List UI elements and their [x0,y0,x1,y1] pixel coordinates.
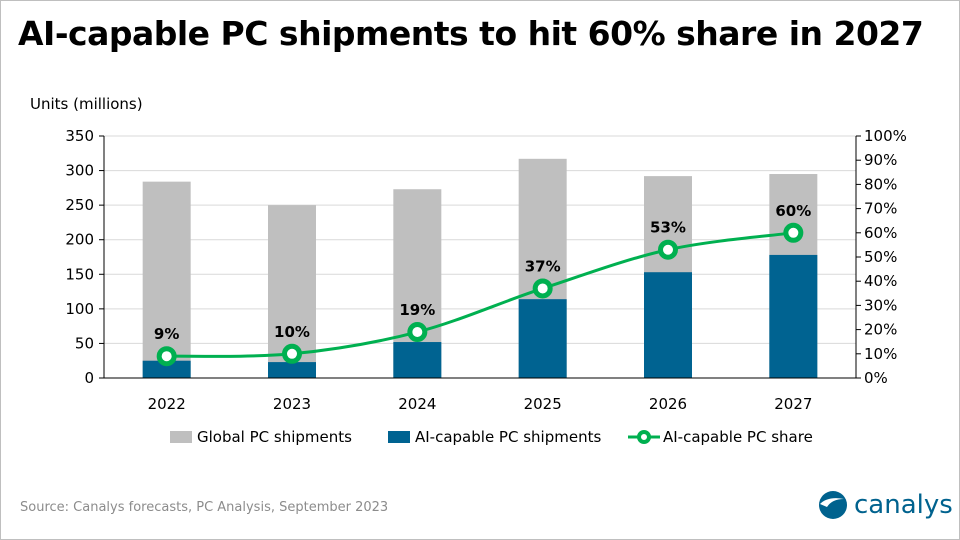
y2-tick-label: 10% [864,345,897,363]
canalys-logo: canalys [818,490,953,520]
legend-label: AI-capable PC shipments [415,428,601,446]
bar-ai-2023 [268,362,316,378]
data-label: 53% [650,219,686,237]
data-label: 9% [154,325,179,343]
bar-ai-2027 [769,254,818,378]
chart-title: AI-capable PC shipments to hit 60% share… [18,14,924,53]
data-label: 60% [775,202,811,220]
y-tick-label: 350 [65,127,94,145]
y2-tick-label: 60% [864,224,897,242]
share-line [166,231,794,358]
x-tick-label: 2026 [649,395,687,413]
share-point [658,239,678,260]
bar-ai-2026 [644,272,692,378]
y2-tick-label: 0% [864,369,888,387]
y2-tick-label: 30% [864,296,897,314]
y-tick-label: 50 [75,334,94,352]
y-tick-label: 300 [65,162,94,180]
y2-tick-label: 80% [864,175,897,193]
x-tick-label: 2024 [398,395,436,413]
data-label: 37% [525,257,561,275]
y2-tick-label: 100% [864,127,907,145]
y-tick-label: 150 [65,265,94,283]
x-tick-label: 2027 [774,395,812,413]
bar-ai-2022 [142,360,191,378]
canalys-logo-icon [819,491,847,519]
bar-global-2022 [142,181,191,378]
y-tick-label: 100 [65,300,94,318]
y2-tick-label: 70% [864,200,897,218]
y-axis-label: Units (millions) [30,95,143,113]
legend-swatch-ai [388,431,410,443]
legend-label: Global PC shipments [197,428,352,446]
data-label: 10% [274,323,310,341]
y-tick-label: 0 [84,369,94,387]
bar-ai-2024 [393,342,442,378]
y2-tick-label: 90% [864,151,897,169]
source-note: Source: Canalys forecasts, PC Analysis, … [20,500,389,515]
x-tick-label: 2025 [524,395,562,413]
x-tick-label: 2023 [273,395,311,413]
share-point [282,343,302,364]
share-point [783,222,804,243]
legend-swatch-share-marker [637,430,651,444]
bar-ai-2025 [518,299,567,378]
y-tick-label: 200 [65,231,94,249]
legend-swatch-global [170,431,192,443]
y-tick-label: 250 [65,196,94,214]
share-point [156,346,177,367]
y2-tick-label: 20% [864,321,897,339]
y2-tick-label: 50% [864,248,897,266]
data-label: 19% [399,301,435,319]
logo-text: canalys [854,490,953,520]
legend-label: AI-capable PC share [663,428,813,446]
share-point [532,278,553,299]
y2-tick-label: 40% [864,272,897,290]
x-tick-label: 2022 [148,395,186,413]
share-point [407,322,428,343]
